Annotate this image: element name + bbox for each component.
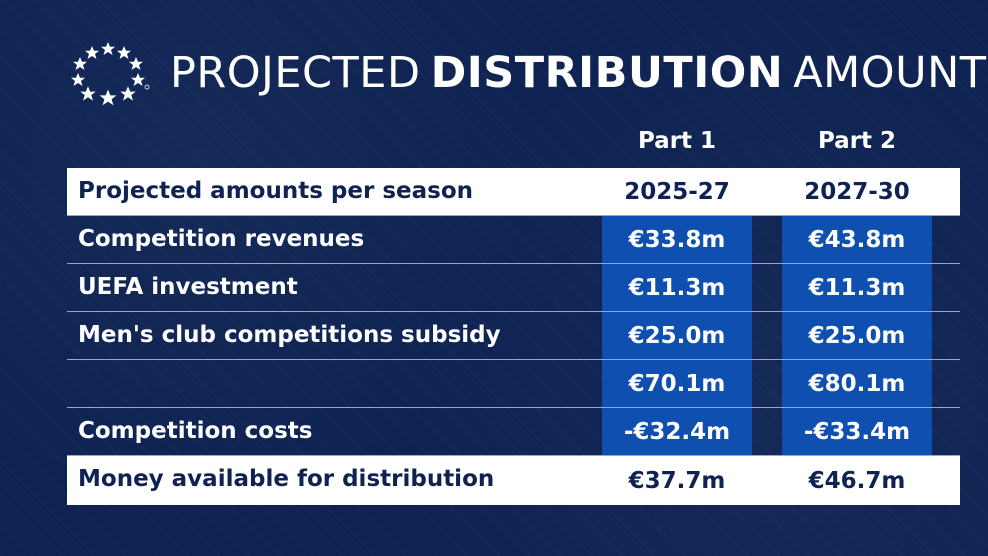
cell-part2: €25.0m [782, 312, 932, 359]
cell-part2: 2027-30 [804, 178, 910, 205]
row-label: Competition revenues [78, 226, 365, 252]
page-header: PROJECTEDDISTRIBUTIONAMOUNTS [64, 40, 988, 106]
cell-part2: €80.1m [782, 360, 932, 407]
cell-part1: -€32.4m [602, 408, 752, 455]
column-header-part2: Part 2 [817, 128, 897, 154]
cell-part1: €25.0m [602, 312, 752, 359]
cell-part2: €11.3m [782, 264, 932, 311]
table-row-money-available: Money available for distribution €37.7m … [67, 456, 960, 505]
table-row-uefa-investment: UEFA investment €11.3m €11.3m [67, 264, 960, 312]
column-header-part1: Part 1 [637, 128, 717, 154]
table-row-competition-costs: Competition costs -€32.4m -€33.4m [67, 408, 960, 456]
row-label: Money available for distribution [78, 466, 495, 492]
row-label: UEFA investment [78, 274, 298, 300]
row-label: Men's club competitions subsidy [78, 322, 501, 348]
cell-part1: €11.3m [602, 264, 752, 311]
title-part-projected: PROJECTED [170, 48, 421, 98]
cell-part2: €43.8m [782, 216, 932, 263]
table-row-subtotal: €70.1m €80.1m [67, 360, 960, 408]
row-label: Projected amounts per season [78, 178, 473, 204]
page-title: PROJECTEDDISTRIBUTIONAMOUNTS [170, 48, 988, 98]
cell-part2: €46.7m [808, 467, 906, 494]
cell-part2: -€33.4m [782, 408, 932, 455]
distribution-table: Projected amounts per season 2025-27 202… [67, 168, 960, 505]
cell-part1: €70.1m [602, 360, 752, 407]
title-part-amounts: AMOUNTS [793, 48, 988, 98]
table-row-competition-revenues: Competition revenues €33.8m €43.8m [67, 216, 960, 264]
row-label: Competition costs [78, 418, 313, 444]
cell-part1: €33.8m [602, 216, 752, 263]
table-row-mens-subsidy: Men's club competitions subsidy €25.0m €… [67, 312, 960, 360]
title-part-distribution: DISTRIBUTION [430, 48, 784, 98]
cell-part1: 2025-27 [624, 178, 730, 205]
cell-part1: €37.7m [628, 467, 726, 494]
star-ball-icon [71, 42, 150, 106]
table-row-season: Projected amounts per season 2025-27 202… [67, 168, 960, 216]
